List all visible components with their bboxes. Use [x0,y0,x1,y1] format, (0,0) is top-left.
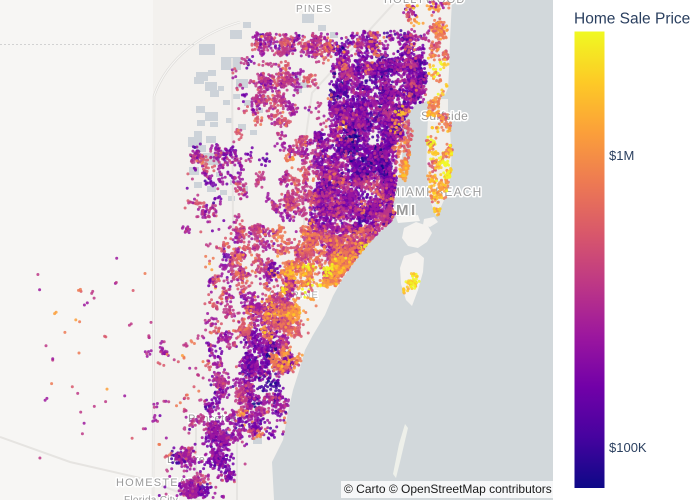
svg-text:HOMESTEAD: HOMESTEAD [116,477,196,489]
svg-text:HOLLYWOOD: HOLLYWOOD [384,0,466,6]
svg-text:PINES: PINES [296,4,332,15]
svg-text:© Carto © OpenStreetMap contri: © Carto © OpenStreetMap contributors [344,482,552,496]
svg-text:$1M: $1M [609,148,634,163]
svg-text:$100K: $100K [609,440,647,455]
svg-text:Florida City: Florida City [124,495,178,500]
svg-text:Home Sale Price: Home Sale Price [574,11,690,28]
